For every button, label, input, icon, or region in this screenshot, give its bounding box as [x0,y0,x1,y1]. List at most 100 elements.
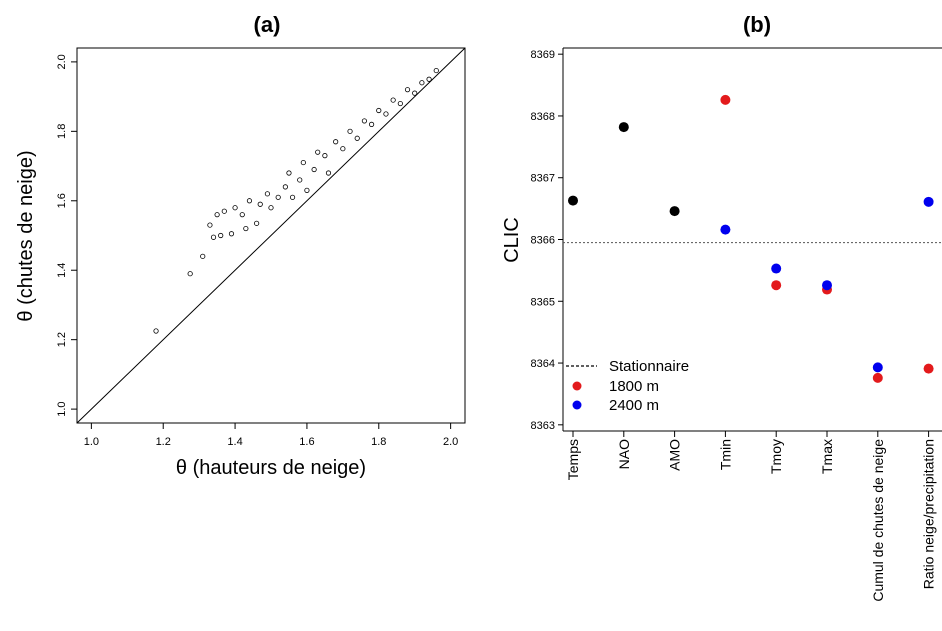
a-point-24 [311,166,317,173]
b-x-tick-label-0: Temps [565,439,581,480]
a-y-tick-label-0: 1.0 [56,401,68,416]
a-point-20 [289,194,296,200]
a-point-17 [268,205,274,211]
a-point-23 [304,187,310,193]
panel-b-y-label: CLIC [501,217,523,263]
b-y-tick-label-4: 8367 [531,173,555,185]
b-x-tick-label-4: Tmoy [768,439,784,474]
a-y-tick-label-1: 1.2 [56,332,68,347]
a-point-39 [412,90,418,96]
b-y-tick-label-2: 8365 [531,296,555,308]
a-point-22 [300,159,306,166]
b-x-tick-label-3: Tmin [717,439,733,470]
a-point-42 [433,67,439,74]
a-y-tick-label-4: 1.8 [56,124,68,139]
legend-stationnaire-label: Stationnaire [609,358,689,375]
panel-a-x-axis: 1.0 1.2 1.4 1.6 1.8 2.0 [84,423,458,448]
a-point-7 [214,212,220,218]
b-y-tick-label-1: 8364 [531,358,555,370]
a-point-33 [368,121,375,127]
a-point-14 [257,201,263,207]
a-y-tick-label-2: 1.4 [56,263,68,278]
a-point-36 [390,97,396,103]
a-point-2 [200,253,206,259]
a-point-11 [239,212,245,218]
a-point-3 [210,234,217,240]
panel-b-legend: Stationnaire 1800 m 2400 m [566,358,689,414]
a-y-tick-label-5: 2.0 [56,54,68,69]
b-x-tick-label-2: AMO [667,439,683,471]
a-x-tick-label-3: 1.6 [299,436,314,448]
a-point-18 [282,184,288,190]
a-point-32 [361,118,368,124]
a-point-4 [218,232,224,239]
a-point-8 [221,208,227,214]
legend-1800m-swatch [572,381,582,391]
b-y-tick-label-3: 8366 [531,235,555,247]
b-point-s2-3 [720,224,731,235]
b-point-s1-7 [923,363,934,374]
b-point-s0-2 [669,206,680,217]
b-x-tick-label-1: NAO [616,439,632,469]
a-point-27 [325,170,332,176]
panel-b-points [568,94,934,383]
b-point-s1-6 [872,372,883,383]
panel-b-y-axis: 8363 8364 8365 8366 8367 8368 8369 [531,49,563,432]
b-point-s2-5 [822,280,832,291]
panel-b-title: (b) [743,12,771,37]
panel-a-identity-line [76,47,466,424]
a-point-1 [187,271,193,277]
panel-a-y-axis: 1.0 1.2 1.4 1.6 1.8 2.0 [56,54,77,417]
a-point-34 [376,107,382,114]
a-point-12 [232,205,238,211]
a-point-35 [383,111,389,117]
panel-b-x-axis: Temps NAO AMO Tmin Tmoy Tmax Cumul de chutes d… [565,431,937,602]
b-point-s2-6 [872,362,883,373]
b-point-s0-0 [568,195,578,206]
a-point-9 [243,225,249,232]
panel-a-title: (a) [254,12,281,37]
a-point-30 [347,128,353,134]
b-x-tick-label-6: Cumul de chutes de neige [870,439,886,602]
a-point-5 [228,231,235,237]
a-point-10 [254,220,260,226]
a-point-29 [340,146,346,152]
b-x-tick-label-7: Ratio neige/precipitation [921,439,937,589]
b-point-s1-4 [771,280,782,291]
legend-2400m-swatch [572,400,582,410]
b-point-s1-3 [720,94,731,105]
a-point-41 [426,76,432,82]
a-point-25 [315,149,321,155]
b-y-tick-label-0: 8363 [531,420,555,432]
a-point-6 [207,222,213,228]
legend-2400m-label: 2400 m [609,397,659,414]
a-y-tick-label-3: 1.6 [56,193,68,208]
b-point-s2-4 [771,263,782,274]
legend-1800m-label: 1800 m [609,378,659,395]
a-point-0 [153,328,159,334]
panel-a-frame [76,47,466,424]
a-point-21 [297,177,303,183]
a-point-15 [264,191,271,197]
a-point-40 [419,80,425,86]
b-x-tick-label-5: Tmax [819,439,835,474]
a-x-tick-label-4: 1.8 [371,436,386,448]
b-y-tick-label-6: 8369 [531,49,555,61]
a-x-tick-label-1: 1.2 [156,436,171,448]
panel-a-y-label: θ (chutes de neige) [15,150,37,321]
panel-a-x-label: θ (hauteurs de neige) [176,457,366,479]
a-point-19 [286,170,292,176]
a-point-31 [354,135,360,141]
a-x-tick-label-0: 1.0 [84,436,99,448]
b-point-s0-1 [618,122,629,133]
b-y-tick-label-5: 8368 [531,111,555,123]
panel-a: (a) 1.0 1.2 1.4 1.6 1.8 2.0 1.0 1.2 1.4 1.6 1.8 2.… [15,12,466,479]
b-point-s2-7 [923,196,934,207]
a-point-13 [246,198,253,204]
a-point-28 [333,139,339,145]
a-point-38 [404,87,411,93]
a-x-tick-label-2: 1.4 [227,436,242,448]
a-point-26 [322,153,328,159]
panel-a-points [153,67,439,334]
